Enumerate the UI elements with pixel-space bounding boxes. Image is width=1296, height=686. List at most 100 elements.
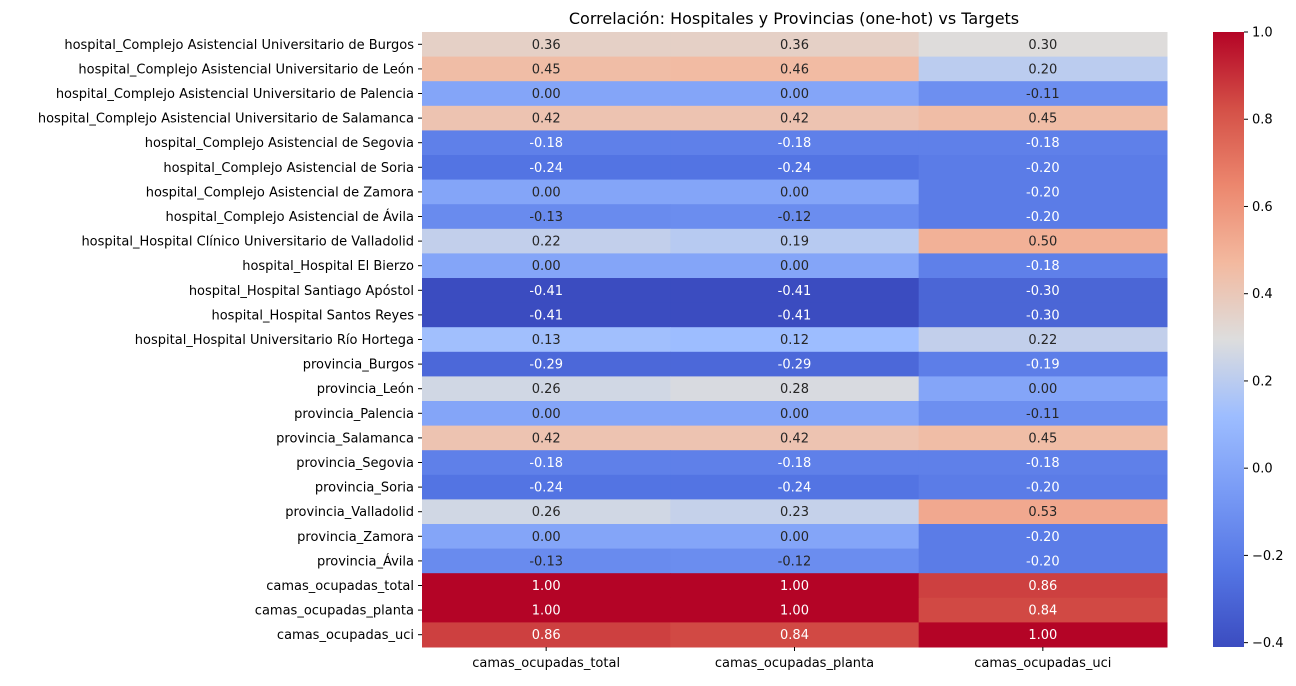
row-label: provincia_Burgos	[303, 358, 415, 373]
heatmap-cell	[422, 597, 671, 623]
colorbar-tick-label: 0.8	[1252, 113, 1273, 128]
heatmap-cell	[670, 56, 920, 82]
cell-value-label: 0.42	[532, 112, 561, 127]
heatmap-cell	[422, 548, 671, 574]
heatmap-cell	[918, 228, 1168, 254]
heatmap-cell	[670, 278, 920, 304]
cell-value-label: -0.13	[529, 554, 563, 569]
cell-value-label: -0.18	[529, 456, 563, 471]
cell-value-label: 0.28	[780, 382, 809, 397]
cell-value-label: 0.53	[1028, 505, 1057, 520]
cell-value-label: -0.18	[529, 136, 563, 151]
cell-value-label: 0.13	[532, 333, 561, 348]
cell-value-label: -0.20	[1026, 530, 1060, 545]
cell-value-label: 0.00	[780, 185, 809, 200]
cell-value-label: 0.00	[780, 87, 809, 102]
heatmap-cell	[670, 573, 920, 599]
cell-value-label: -0.29	[529, 358, 563, 373]
heatmap-cell	[918, 204, 1168, 230]
heatmap-cell	[670, 499, 920, 525]
cell-value-label: 0.20	[1028, 62, 1057, 77]
row-label: hospital_Hospital Clínico Universitario …	[81, 235, 414, 250]
heatmap-cell	[918, 573, 1168, 599]
heatmap-cell	[918, 302, 1168, 328]
cell-value-label: -0.20	[1026, 554, 1060, 569]
cell-value-label: 0.30	[1028, 38, 1057, 53]
heatmap-cell	[918, 524, 1168, 550]
heatmap-cell	[670, 179, 920, 205]
row-label: provincia_Segovia	[296, 456, 414, 471]
row-labels: hospital_Complejo Asistencial Universita…	[38, 38, 422, 643]
row-label: hospital_Hospital Universitario Río Hort…	[135, 333, 414, 348]
cell-value-label: 0.00	[780, 530, 809, 545]
heatmap-cell	[918, 401, 1168, 427]
heatmap-cell	[422, 376, 671, 402]
row-label: camas_ocupadas_uci	[277, 628, 414, 643]
cell-value-label: -0.41	[529, 284, 563, 299]
cell-value-label: 0.45	[1028, 431, 1057, 446]
cell-value-label: 0.26	[532, 382, 561, 397]
colorbar-tick-label: 1.0	[1252, 26, 1273, 41]
cell-value-label: 0.00	[532, 407, 561, 422]
heatmap-cell	[422, 425, 671, 451]
cell-value-label: -0.13	[529, 210, 563, 225]
heatmap-cell	[422, 573, 671, 599]
heatmap-cell	[670, 425, 920, 451]
heatmap-cell	[422, 56, 671, 82]
cell-value-label: 0.00	[532, 87, 561, 102]
heatmap-cell	[422, 130, 671, 156]
heatmap-cell	[670, 302, 920, 328]
heatmap-cell	[422, 253, 671, 279]
heatmap-cell	[422, 32, 671, 58]
heatmap-cell	[422, 302, 671, 328]
row-label: hospital_Hospital El Bierzo	[242, 259, 414, 274]
row-label: hospital_Complejo Asistencial de Ávila	[165, 209, 414, 225]
chart-title: Correlación: Hospitales y Provincias (on…	[569, 9, 1019, 28]
heatmap-cell	[422, 351, 671, 377]
heatmap-cell	[422, 524, 671, 550]
heatmap-cell	[918, 450, 1168, 476]
heatmap-cell	[422, 474, 671, 500]
cell-value-label: -0.30	[1026, 284, 1060, 299]
heatmap-cell	[918, 105, 1168, 131]
heatmap-cell	[422, 228, 671, 254]
row-label: hospital_Complejo Asistencial Universita…	[56, 87, 414, 102]
colorbar-tick-label: −0.4	[1252, 636, 1284, 651]
cell-value-label: 0.42	[780, 431, 809, 446]
cell-value-label: 0.84	[1028, 604, 1057, 619]
cell-value-label: 0.26	[532, 505, 561, 520]
cell-value-label: -0.20	[1026, 161, 1060, 176]
column-label: camas_ocupadas_total	[472, 656, 620, 671]
cell-value-label: 0.12	[780, 333, 809, 348]
heatmap-cell	[918, 548, 1168, 574]
heatmap-cell	[918, 425, 1168, 451]
cell-value-label: 0.23	[780, 505, 809, 520]
cell-value-label: 1.00	[1028, 628, 1057, 643]
cell-value-label: 0.50	[1028, 235, 1057, 250]
cell-value-label: 0.22	[1028, 333, 1057, 348]
heatmap-cell	[670, 376, 920, 402]
row-label: camas_ocupadas_total	[266, 579, 414, 594]
cell-value-label: -0.11	[1026, 87, 1060, 102]
cell-value-label: -0.11	[1026, 407, 1060, 422]
heatmap-cell	[422, 81, 671, 107]
cell-value-label: -0.24	[529, 481, 563, 496]
heatmap-cell	[422, 278, 671, 304]
row-label: hospital_Complejo Asistencial Universita…	[64, 38, 414, 53]
colorbar-tick-label: −0.2	[1252, 549, 1284, 564]
heatmap-cell	[918, 253, 1168, 279]
heatmap-cell	[918, 351, 1168, 377]
heatmap-cell	[670, 155, 920, 181]
heatmap-cell	[918, 474, 1168, 500]
heatmap-cell	[918, 56, 1168, 82]
heatmap-cell	[670, 548, 920, 574]
colorbar-tick-label: 0.6	[1252, 200, 1273, 215]
colorbar-tick-label: 0.0	[1252, 462, 1273, 477]
cell-value-label: 0.00	[1028, 382, 1057, 397]
heatmap-cell	[918, 130, 1168, 156]
cell-value-label: 0.36	[532, 38, 561, 53]
cell-value-label: 0.42	[780, 112, 809, 127]
cell-value-label: -0.12	[778, 210, 812, 225]
heatmap-cell	[670, 130, 920, 156]
